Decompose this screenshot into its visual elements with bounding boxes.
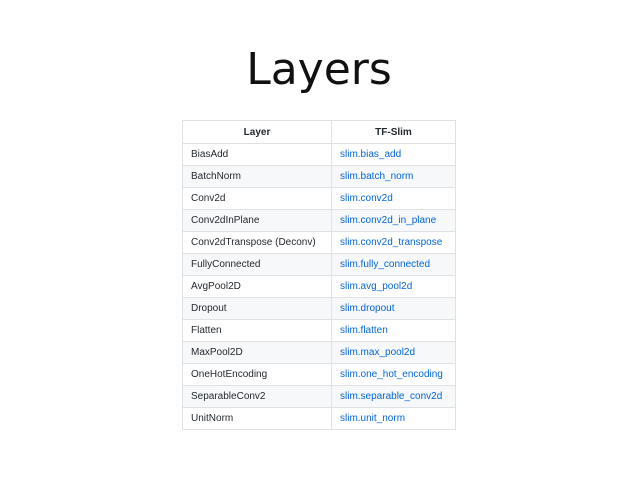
column-header-layer: Layer [182,120,332,144]
layer-cell: UnitNorm [182,407,332,430]
table-header-row: Layer TF-Slim [182,120,456,144]
layer-cell: OneHotEncoding [182,363,332,386]
table-row: FullyConnected slim.fully_connected [182,253,456,276]
slim-link[interactable]: slim.unit_norm [331,407,456,430]
slim-link[interactable]: slim.conv2d_transpose [331,231,456,254]
slim-link[interactable]: slim.separable_conv2d [331,385,456,408]
table-row: SeparableConv2 slim.separable_conv2d [182,385,456,408]
slim-link[interactable]: slim.fully_connected [331,253,456,276]
slim-link[interactable]: slim.one_hot_encoding [331,363,456,386]
table-row: Conv2d slim.conv2d [182,187,456,210]
slim-link[interactable]: slim.flatten [331,319,456,342]
layer-cell: FullyConnected [182,253,332,276]
table-row: Dropout slim.dropout [182,297,456,320]
slim-link[interactable]: slim.bias_add [331,143,456,166]
slim-link[interactable]: slim.max_pool2d [331,341,456,364]
layer-cell: BiasAdd [182,143,332,166]
table-row: Conv2dTranspose (Deconv) slim.conv2d_tra… [182,231,456,254]
layers-table: Layer TF-Slim BiasAdd slim.bias_add Batc… [182,120,456,430]
slim-link[interactable]: slim.dropout [331,297,456,320]
table-row: BatchNorm slim.batch_norm [182,165,456,188]
layer-cell: Conv2dTranspose (Deconv) [182,231,332,254]
layer-cell: Conv2dInPlane [182,209,332,232]
table-row: AvgPool2D slim.avg_pool2d [182,275,456,298]
slim-link[interactable]: slim.conv2d [331,187,456,210]
layer-cell: Conv2d [182,187,332,210]
table-row: BiasAdd slim.bias_add [182,143,456,166]
slim-link[interactable]: slim.avg_pool2d [331,275,456,298]
table-row: Flatten slim.flatten [182,319,456,342]
slim-link[interactable]: slim.conv2d_in_plane [331,209,456,232]
slide-title: Layers [246,44,392,95]
layer-cell: MaxPool2D [182,341,332,364]
table-row: MaxPool2D slim.max_pool2d [182,341,456,364]
slim-link[interactable]: slim.batch_norm [331,165,456,188]
table-header: Layer TF-Slim [182,120,456,144]
table-body: BiasAdd slim.bias_add BatchNorm slim.bat… [182,143,456,430]
layer-cell: Flatten [182,319,332,342]
layer-cell: BatchNorm [182,165,332,188]
layer-cell: Dropout [182,297,332,320]
layer-cell: AvgPool2D [182,275,332,298]
table-row: UnitNorm slim.unit_norm [182,407,456,430]
table-row: Conv2dInPlane slim.conv2d_in_plane [182,209,456,232]
layer-cell: SeparableConv2 [182,385,332,408]
column-header-tf-slim: TF-Slim [331,120,456,144]
table-row: OneHotEncoding slim.one_hot_encoding [182,363,456,386]
